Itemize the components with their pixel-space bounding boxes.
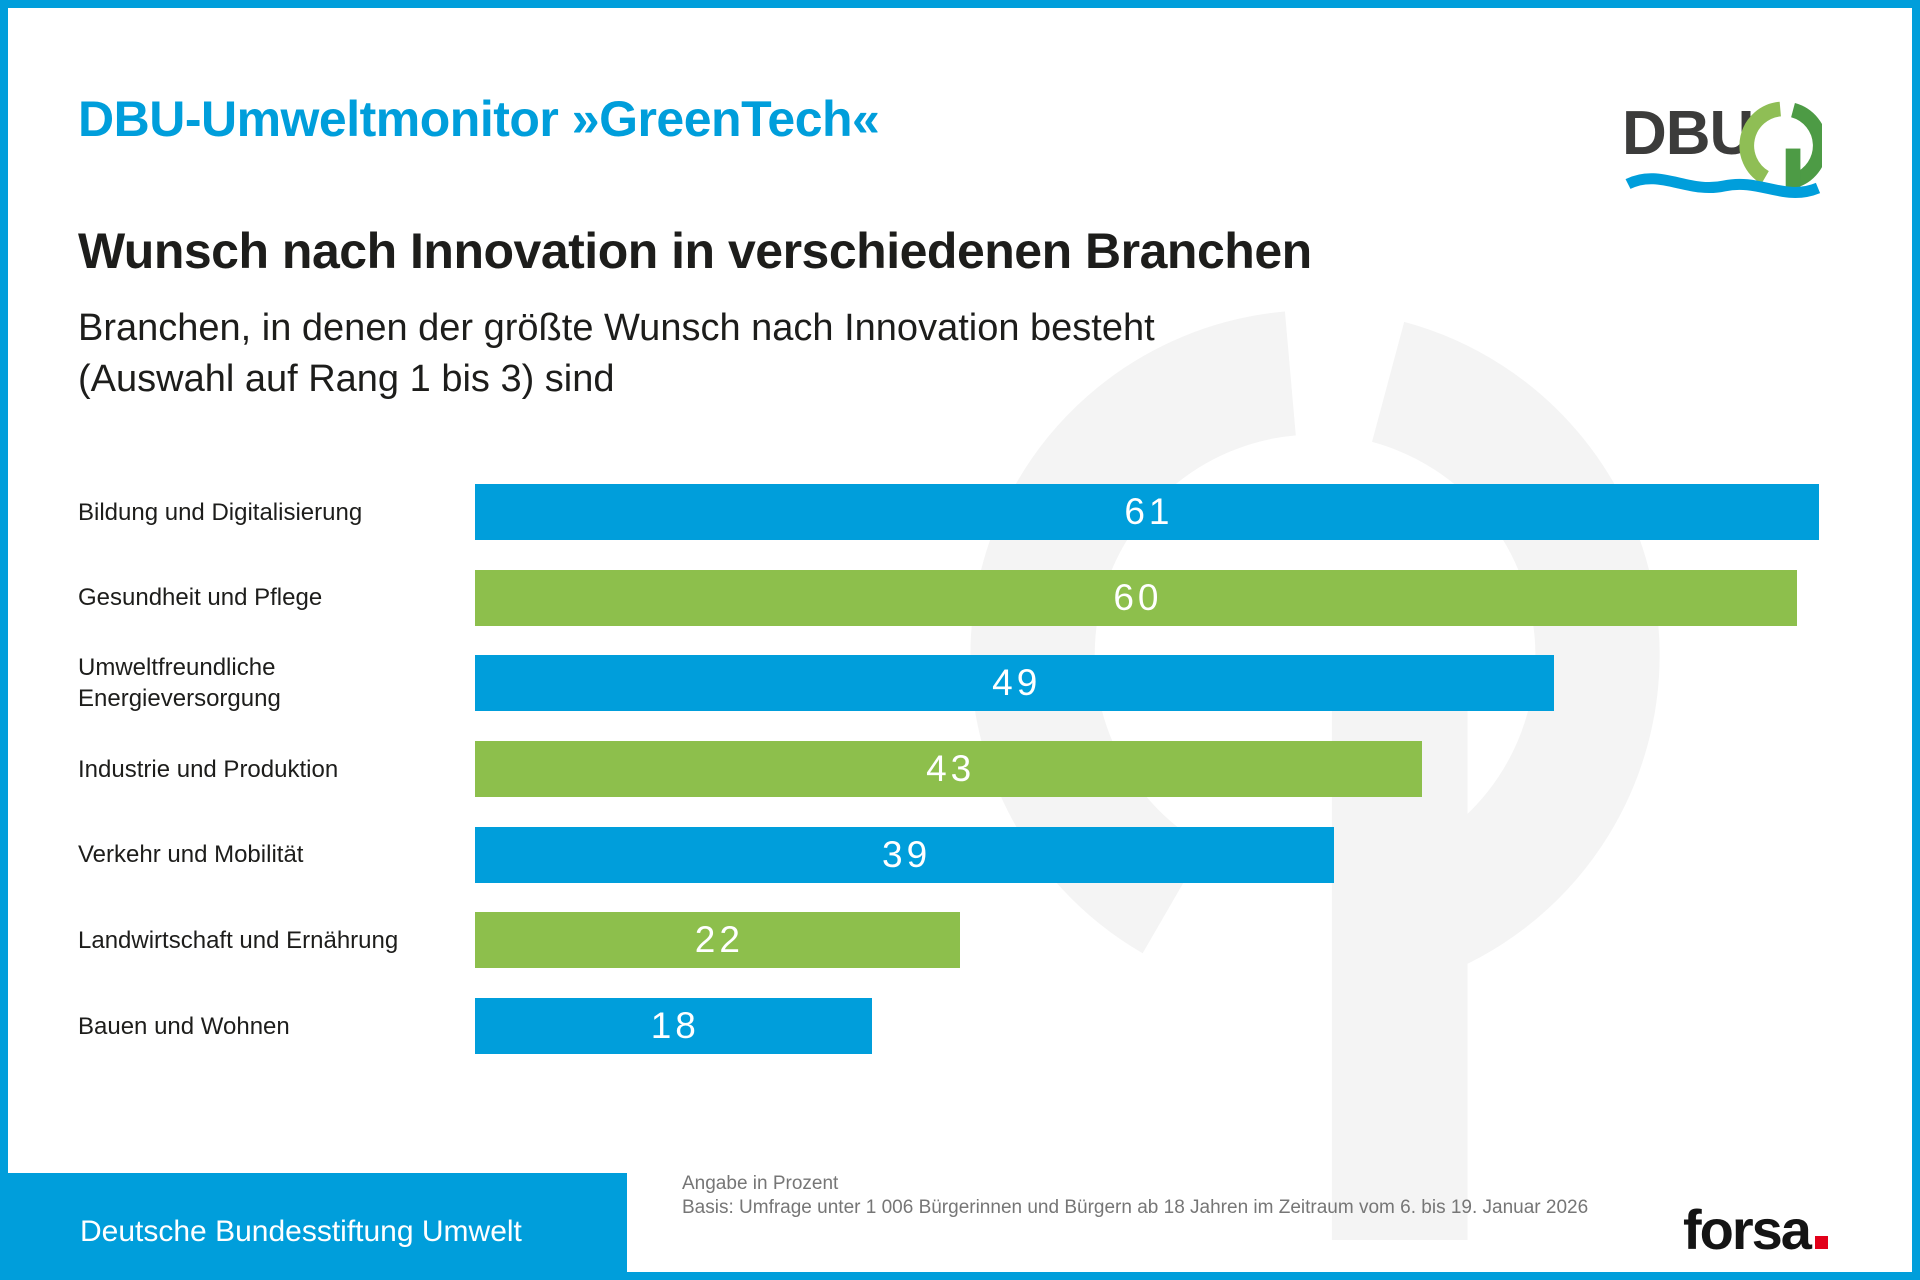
dbu-logo: DBU [1622,99,1822,198]
category-label-line: Industrie und Produktion [78,755,339,783]
dbu-logo-wordmark: DBU [1622,99,1753,168]
category-label-line: Bildung und Digitalisierung [78,498,363,526]
footnote-basis: Basis: Umfrage unter 1 006 Bürgerinnen u… [682,1197,1589,1218]
value-label: 22 [694,919,744,961]
tree-right-arc [1790,103,1822,188]
value-label: 39 [882,833,932,875]
footnote: Angabe in Prozent Basis: Umfrage unter 1… [682,1172,1588,1220]
category-label-line: Landwirtschaft und Ernährung [78,926,399,954]
chart-row: Bauen und Wohnen 18 [78,998,1819,1055]
wave-icon [1625,173,1821,198]
category-label-line: Umweltfreundliche [78,654,276,682]
bar: 22 [475,912,960,969]
chart-row: Industrie und Produktion 43 [78,741,1819,798]
category-label-line: Gesundheit und Pflege [78,584,323,612]
report-kicker: DBU-Umweltmonitor »GreenTech« [78,91,880,147]
category-label: Bauen und Wohnen [78,998,475,1054]
chart-title: Wunsch nach Innovation in verschiedenen … [78,223,1312,279]
publisher-name: Deutsche Bundesstiftung Umwelt [80,1214,522,1248]
category-label: Bildung und Digitalisierung [78,484,475,540]
chart-row: Bildung und Digitalisierung 61 [78,484,1819,540]
bar: 43 [475,741,1423,798]
chart-row: Landwirtschaft und Ernährung 22 [78,912,1819,969]
value-label: 18 [650,1005,700,1047]
value-label: 49 [992,662,1042,704]
category-label: Industrie und Produktion [78,741,475,797]
bar-chart: Bildung und Digitalisierung 61 Gesundhei… [78,484,1819,1055]
footnote-unit: Angabe in Prozent [682,1173,839,1194]
bar: 60 [475,569,1797,626]
value-label: 61 [1124,491,1174,532]
publisher-banner: Deutsche Bundesstiftung Umwelt [0,1173,627,1280]
value-label: 43 [926,748,976,790]
forsa-dot-icon [1814,1236,1828,1249]
category-label-line: Energieversorgung [78,685,281,713]
forsa-wordmark: forsa [1683,1198,1812,1261]
tree-left-arc [1739,101,1782,184]
bar: 49 [475,655,1555,712]
subtitle-line-1: Branchen, in denen der größte Wunsch nac… [78,307,1155,349]
dbu-tree-icon [1739,101,1822,195]
subtitle-line-2: (Auswahl auf Rang 1 bis 3) sind [78,358,615,400]
category-label: Verkehr und Mobilität [78,827,475,883]
category-label: Gesundheit und Pflege [78,570,475,626]
category-label-line: Verkehr und Mobilität [78,841,304,869]
chart-subtitle: Branchen, in denen der größte Wunsch nac… [78,303,1155,405]
chart-row: Verkehr und Mobilität 39 [78,826,1819,883]
value-label: 60 [1113,576,1163,618]
chart-rows: Bildung und Digitalisierung 61 Gesundhei… [78,484,1819,1055]
bar: 18 [475,998,872,1055]
bar: 61 [475,484,1819,540]
chart-row: Gesundheit und Pflege 60 [78,569,1819,626]
tree-trunk [1785,148,1801,195]
watermark-right-arc [1371,321,1660,979]
chart-row: Umweltfreundliche Energieversorgung 49 [78,654,1819,713]
category-label: Umweltfreundliche Energieversorgung [78,654,475,713]
category-label-line: Bauen und Wohnen [78,1012,290,1040]
forsa-logo: forsa [1683,1202,1828,1258]
category-label: Landwirtschaft und Ernährung [78,912,475,968]
bar: 39 [475,826,1335,883]
